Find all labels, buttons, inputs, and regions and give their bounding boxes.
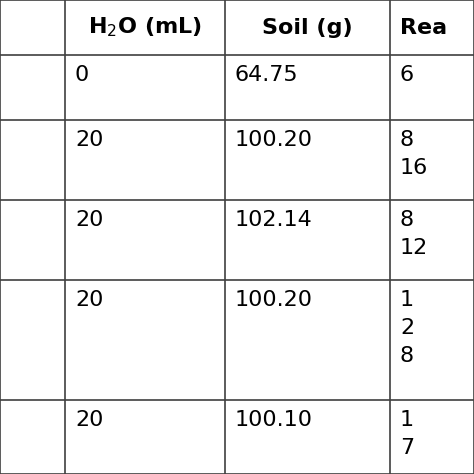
Text: 16: 16 [400,158,428,178]
Text: 2: 2 [400,318,414,338]
Text: 102.14: 102.14 [235,210,313,230]
Text: 20: 20 [75,210,103,230]
Text: 20: 20 [75,410,103,430]
Text: 20: 20 [75,290,103,310]
Text: 8: 8 [400,210,414,230]
Text: 100.10: 100.10 [235,410,313,430]
Text: 1: 1 [400,290,414,310]
Text: 12: 12 [400,238,428,258]
Text: 64.75: 64.75 [235,65,299,85]
Text: 7: 7 [400,438,414,458]
Text: H$_2$O (mL): H$_2$O (mL) [88,16,202,39]
Text: 0: 0 [75,65,89,85]
Text: 100.20: 100.20 [235,290,313,310]
Text: 8: 8 [400,130,414,150]
Text: 8: 8 [400,346,414,366]
Text: 6: 6 [400,65,414,85]
Text: 100.20: 100.20 [235,130,313,150]
Text: Soil (g): Soil (g) [262,18,353,37]
Text: 20: 20 [75,130,103,150]
Text: Rea: Rea [400,18,447,37]
Text: 1: 1 [400,410,414,430]
